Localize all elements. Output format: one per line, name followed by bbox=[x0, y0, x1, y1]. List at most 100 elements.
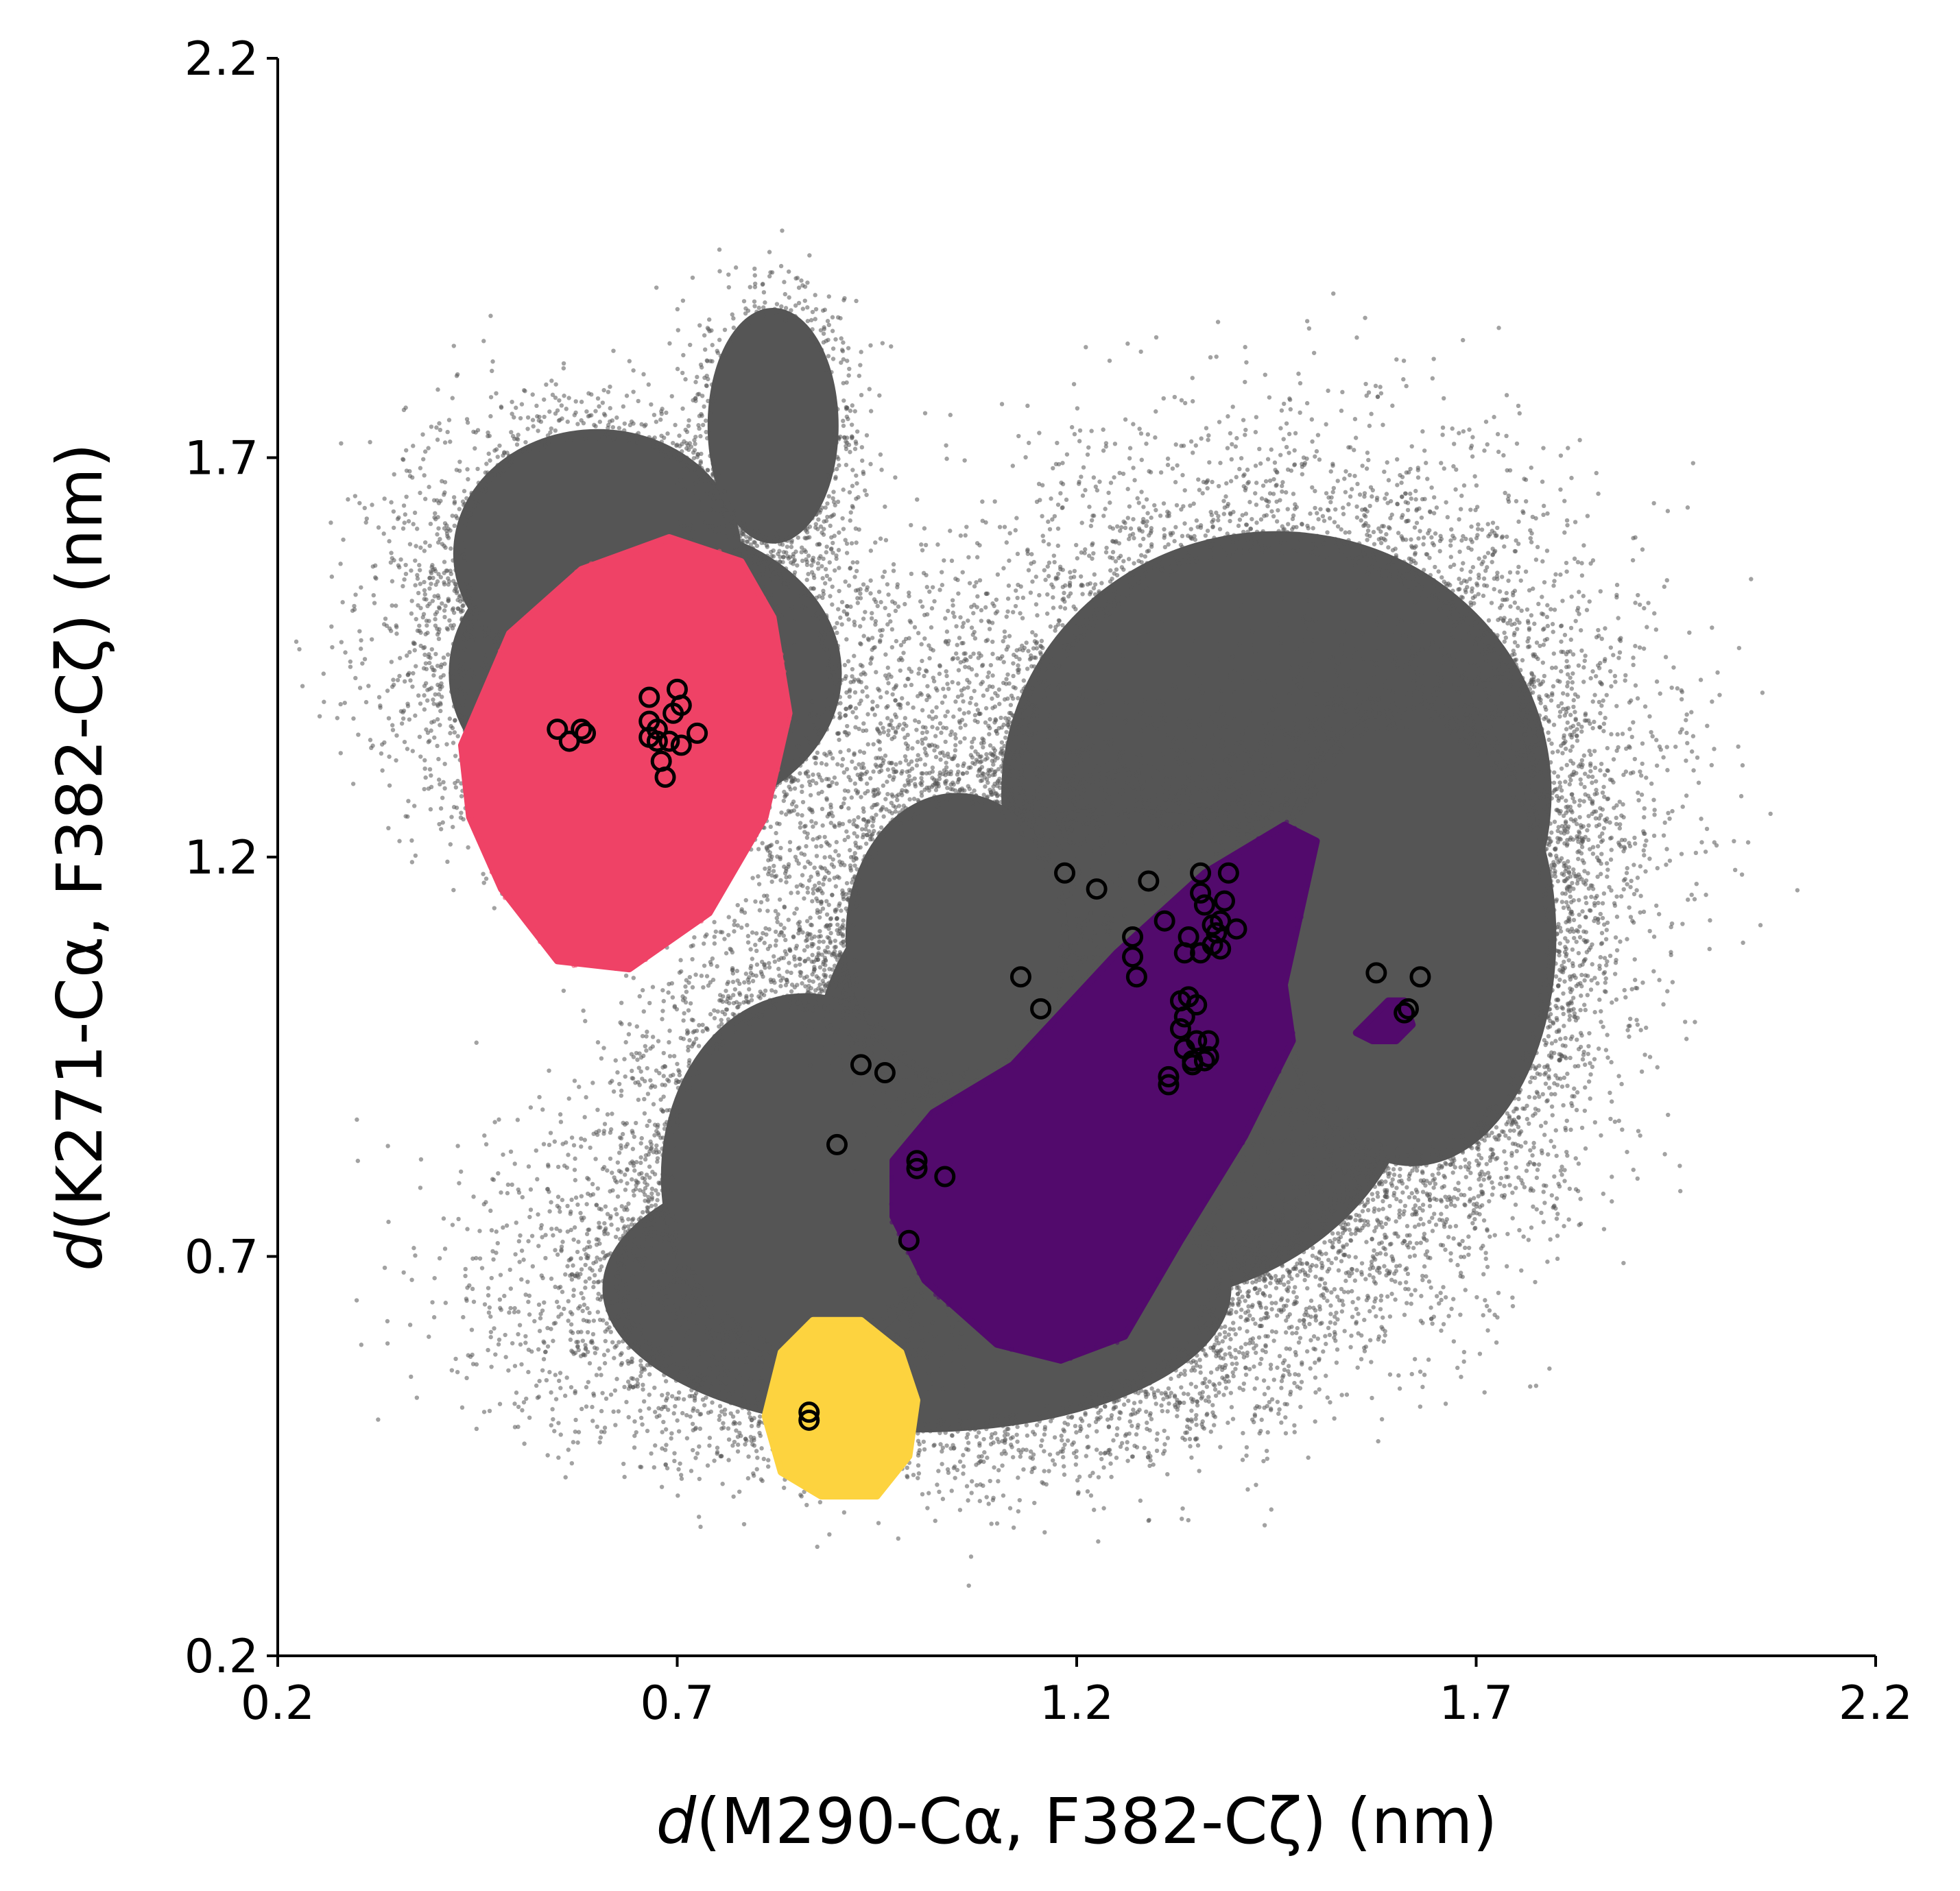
background-point bbox=[708, 417, 714, 422]
background-point bbox=[1228, 431, 1233, 436]
background-point bbox=[1517, 620, 1522, 625]
background-point bbox=[1366, 553, 1372, 558]
background-point bbox=[885, 582, 890, 587]
background-point bbox=[1154, 409, 1158, 414]
background-point bbox=[1010, 463, 1016, 468]
background-point bbox=[1516, 519, 1521, 525]
background-point bbox=[1608, 820, 1612, 825]
background-point bbox=[1541, 503, 1546, 509]
background-point bbox=[837, 716, 842, 721]
background-point bbox=[1335, 524, 1341, 529]
background-point bbox=[821, 340, 826, 345]
background-point bbox=[451, 579, 456, 583]
background-point bbox=[1103, 507, 1108, 511]
background-point bbox=[417, 568, 422, 573]
background-point bbox=[627, 359, 632, 363]
background-point bbox=[1491, 1185, 1496, 1190]
background-point bbox=[371, 592, 376, 598]
background-point bbox=[905, 677, 910, 682]
background-point bbox=[1425, 477, 1430, 481]
background-point bbox=[862, 488, 868, 493]
background-point bbox=[1482, 448, 1487, 453]
background-point bbox=[803, 590, 808, 595]
background-point bbox=[907, 590, 911, 595]
background-point bbox=[850, 403, 855, 408]
background-point bbox=[832, 568, 837, 573]
background-point bbox=[1037, 431, 1042, 435]
background-point bbox=[800, 749, 805, 755]
background-point bbox=[702, 941, 706, 946]
background-point bbox=[717, 247, 722, 252]
background-point bbox=[1583, 900, 1589, 906]
background-point bbox=[1332, 520, 1337, 525]
background-point bbox=[683, 377, 688, 382]
background-point bbox=[782, 280, 787, 285]
background-point bbox=[695, 452, 700, 457]
background-point bbox=[809, 597, 814, 602]
background-point bbox=[780, 542, 785, 547]
background-point bbox=[833, 402, 838, 407]
background-point bbox=[1502, 639, 1507, 644]
background-point bbox=[1315, 533, 1320, 538]
background-point bbox=[516, 433, 521, 437]
background-point bbox=[449, 546, 453, 551]
background-point bbox=[1005, 672, 1010, 677]
background-point bbox=[811, 609, 817, 614]
background-point bbox=[1710, 625, 1714, 630]
background-point bbox=[842, 435, 847, 440]
background-point bbox=[835, 646, 840, 651]
background-point bbox=[1047, 560, 1052, 565]
background-point bbox=[1348, 494, 1353, 499]
background-point bbox=[437, 421, 442, 426]
background-point bbox=[971, 611, 976, 616]
background-point bbox=[822, 581, 828, 586]
background-point bbox=[1066, 594, 1071, 599]
background-point bbox=[842, 296, 847, 301]
background-point bbox=[388, 560, 394, 565]
background-point bbox=[763, 300, 767, 305]
background-point bbox=[711, 481, 716, 485]
background-point bbox=[432, 515, 437, 520]
background-point bbox=[1092, 614, 1097, 619]
background-point bbox=[436, 636, 442, 642]
background-point bbox=[553, 428, 558, 433]
background-point bbox=[811, 555, 816, 560]
background-point bbox=[1593, 674, 1599, 679]
background-point bbox=[681, 474, 686, 479]
background-point bbox=[413, 853, 418, 858]
background-point bbox=[1422, 448, 1427, 453]
background-point bbox=[1577, 803, 1582, 808]
background-point bbox=[805, 769, 810, 774]
background-point bbox=[363, 520, 368, 525]
background-point bbox=[506, 457, 511, 461]
background-point bbox=[646, 382, 651, 387]
background-point bbox=[1306, 526, 1311, 531]
background-point bbox=[403, 512, 408, 517]
background-point bbox=[875, 703, 880, 709]
background-point bbox=[839, 763, 844, 768]
background-point bbox=[1680, 804, 1685, 809]
background-point bbox=[1051, 605, 1056, 610]
background-point bbox=[458, 675, 464, 680]
background-point bbox=[804, 535, 809, 541]
background-point bbox=[1269, 509, 1274, 514]
background-point bbox=[979, 663, 985, 669]
background-point bbox=[394, 631, 399, 636]
background-point bbox=[414, 616, 418, 622]
background-point bbox=[853, 766, 858, 771]
background-point bbox=[808, 808, 813, 812]
background-point bbox=[1197, 487, 1202, 492]
background-point bbox=[1491, 632, 1496, 637]
background-point bbox=[1549, 741, 1554, 746]
background-point bbox=[848, 566, 853, 570]
background-point bbox=[418, 581, 422, 586]
background-point bbox=[776, 912, 780, 917]
background-point bbox=[617, 426, 622, 431]
background-point bbox=[530, 392, 535, 397]
background-point bbox=[1205, 542, 1210, 548]
background-point bbox=[844, 612, 850, 617]
background-point bbox=[437, 606, 442, 611]
background-point bbox=[587, 413, 592, 418]
background-point bbox=[1089, 518, 1095, 523]
background-point bbox=[958, 615, 963, 620]
